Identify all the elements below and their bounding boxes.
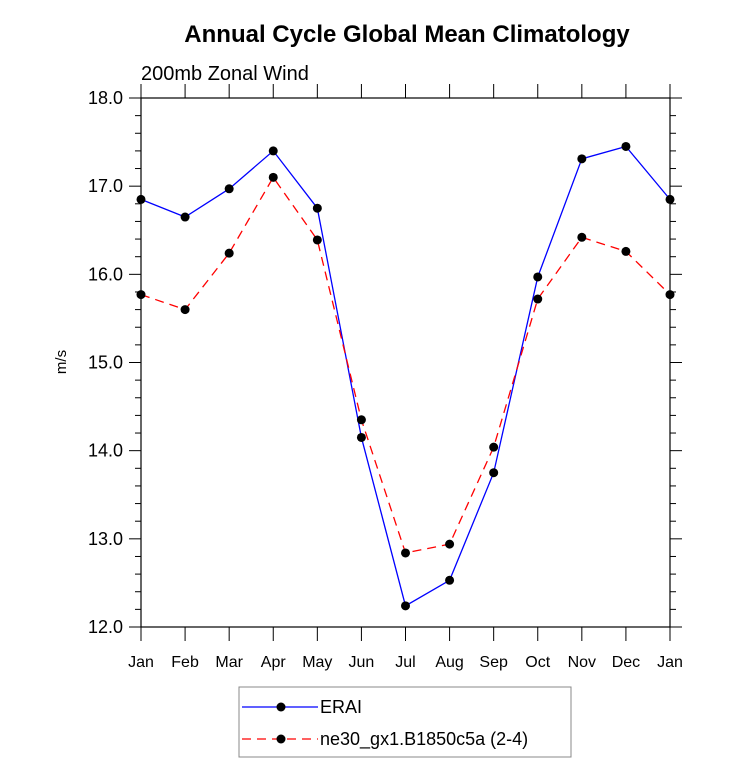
series-group xyxy=(136,141,675,611)
chart-subtitle: 200mb Zonal Wind xyxy=(141,63,309,85)
data-point-0 xyxy=(312,203,322,213)
legend: ERAI ne30_gx1.B1850c5a (2-4) xyxy=(238,686,572,758)
data-point-1 xyxy=(180,305,190,315)
data-point-1 xyxy=(268,172,278,182)
y-tick-label: 18.0 xyxy=(88,88,123,108)
y-axis-label: m/s xyxy=(53,350,70,374)
data-point-1 xyxy=(136,290,146,300)
data-point-0 xyxy=(180,212,190,222)
y-tick-label: 12.0 xyxy=(88,617,123,637)
data-point-1 xyxy=(533,294,543,304)
data-point-0 xyxy=(621,141,631,151)
data-point-1 xyxy=(665,290,675,300)
legend-box xyxy=(238,686,572,758)
data-point-0 xyxy=(577,154,587,164)
legend-marker-1 xyxy=(276,734,286,744)
series-line-0 xyxy=(140,145,671,607)
data-point-0 xyxy=(268,146,278,156)
data-point-0 xyxy=(665,194,675,204)
data-point-1 xyxy=(489,442,499,452)
y-tick-label: 17.0 xyxy=(88,176,123,196)
data-point-0 xyxy=(401,601,410,611)
x-tick-label: Apr xyxy=(261,654,287,671)
data-point-0 xyxy=(445,575,455,585)
legend-label-1: ne30_gx1.B1850c5a (2-4) xyxy=(320,729,528,750)
x-tick-label: Jan xyxy=(657,654,683,671)
x-tick-label: Jun xyxy=(349,654,375,671)
data-point-1 xyxy=(445,539,455,549)
data-point-0 xyxy=(356,432,366,442)
x-tick-label: Aug xyxy=(435,654,463,671)
x-tick-label: Jan xyxy=(128,654,154,671)
x-tick-label: Jul xyxy=(395,654,415,671)
data-point-1 xyxy=(577,232,587,242)
y-tick-label: 14.0 xyxy=(88,441,123,461)
x-tick-label: Mar xyxy=(215,654,243,671)
y-tick-label: 16.0 xyxy=(88,264,123,284)
plot-frame xyxy=(140,97,671,628)
data-point-1 xyxy=(312,235,322,245)
series-line-1 xyxy=(140,176,671,554)
x-tick-label: Sep xyxy=(479,654,508,671)
x-tick-label: Oct xyxy=(525,654,550,671)
data-point-0 xyxy=(533,272,543,282)
data-point-0 xyxy=(136,194,146,204)
x-tick-label: Nov xyxy=(568,654,596,671)
data-point-1 xyxy=(621,246,631,256)
data-point-1 xyxy=(356,415,366,425)
data-point-0 xyxy=(489,468,499,478)
data-point-1 xyxy=(224,248,234,258)
x-tick-label: Feb xyxy=(171,654,199,671)
y-tick-label: 15.0 xyxy=(88,353,123,373)
data-point-0 xyxy=(224,184,234,194)
data-point-1 xyxy=(401,548,410,558)
chart-title: Annual Cycle Global Mean Climatology xyxy=(184,21,630,48)
x-tick-label: Dec xyxy=(612,654,640,671)
axes: Jan Feb Mar Apr May Jun Jul Aug Sep Oct Nov Dec Jan 1… xyxy=(88,84,683,671)
x-tick-label: May xyxy=(302,654,332,671)
legend-label-0: ERAI xyxy=(320,697,362,717)
legend-marker-0 xyxy=(276,702,286,712)
y-tick-label: 13.0 xyxy=(88,529,123,549)
